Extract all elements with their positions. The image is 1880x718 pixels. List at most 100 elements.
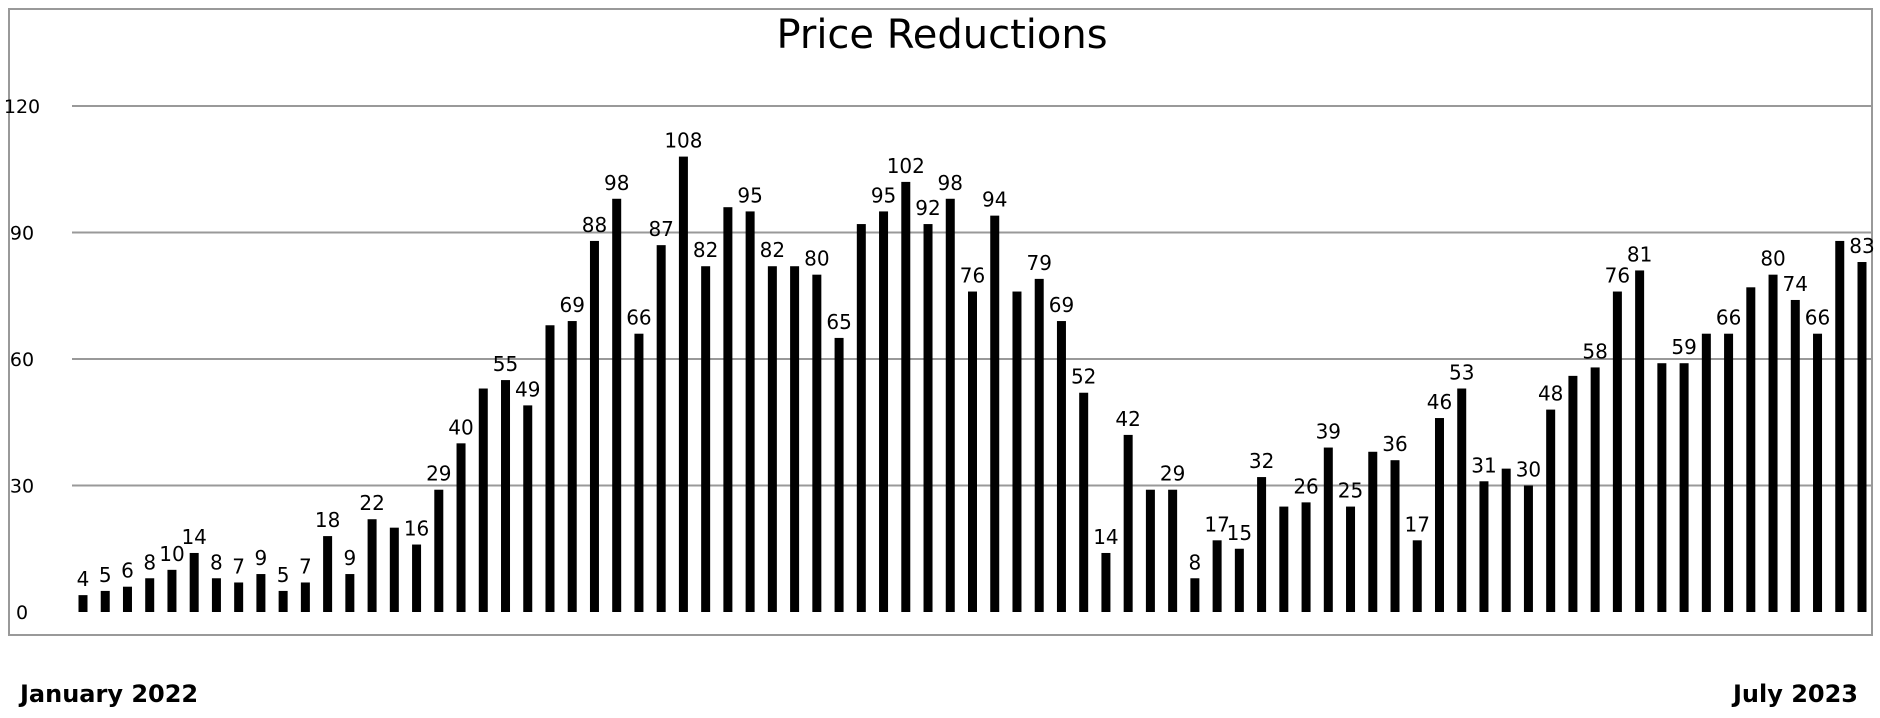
bar (1790, 299, 1800, 612)
data-label: 7 (232, 554, 245, 578)
data-label: 98 (604, 171, 629, 195)
data-label: 80 (804, 247, 829, 271)
bar (456, 443, 466, 612)
bar (189, 552, 199, 612)
bar (723, 207, 733, 612)
data-label: 79 (1026, 251, 1051, 275)
bar (1190, 578, 1200, 612)
bar (1301, 502, 1311, 612)
data-label: 83 (1849, 234, 1874, 258)
bar (167, 569, 177, 612)
bar (234, 582, 244, 612)
data-label: 49 (515, 377, 540, 401)
data-label: 29 (426, 462, 451, 486)
y-tick-label: 0 (16, 602, 28, 624)
data-label: 25 (1338, 479, 1363, 503)
data-label: 76 (960, 264, 985, 288)
bar (1012, 291, 1022, 612)
bar (1034, 278, 1044, 612)
bar (1168, 489, 1178, 612)
data-label: 66 (626, 306, 651, 330)
bar (1635, 270, 1645, 612)
bar (567, 321, 577, 612)
data-label: 48 (1538, 382, 1563, 406)
bar (122, 586, 132, 612)
data-label: 6 (121, 559, 134, 583)
data-label: 16 (404, 517, 429, 541)
bar (945, 198, 955, 612)
data-label: 69 (1049, 293, 1074, 317)
bar (256, 574, 266, 612)
bar (300, 582, 310, 612)
bar (701, 266, 711, 612)
data-label: 95 (871, 183, 896, 207)
data-label: 39 (1316, 420, 1341, 444)
data-label: 82 (693, 238, 718, 262)
bar (1857, 262, 1867, 612)
bar (1101, 552, 1111, 612)
bar (1056, 321, 1066, 612)
data-label: 9 (343, 546, 356, 570)
bar (1434, 418, 1444, 612)
bar (1768, 274, 1778, 612)
chart-frame (8, 8, 1873, 636)
data-label: 29 (1160, 462, 1185, 486)
bar (434, 489, 444, 612)
data-label: 59 (1671, 335, 1696, 359)
bar (1746, 287, 1756, 612)
data-label: 102 (887, 154, 925, 178)
bar (923, 224, 933, 613)
bar (523, 405, 533, 612)
bar (1679, 363, 1689, 612)
bar (211, 578, 221, 612)
bar (856, 224, 866, 613)
data-label: 82 (760, 238, 785, 262)
bar (1234, 548, 1244, 612)
bar (1501, 468, 1511, 612)
bar (990, 215, 1000, 612)
bar (1123, 434, 1133, 612)
x-axis-end-label: July 2023 (1732, 680, 1858, 708)
bar (1323, 447, 1333, 612)
y-tick-label: 120 (4, 96, 40, 118)
bar (589, 240, 599, 612)
data-label: 74 (1783, 272, 1808, 296)
bar (1568, 375, 1578, 612)
data-label: 53 (1449, 361, 1474, 385)
bar (1701, 333, 1711, 612)
data-label: 46 (1427, 390, 1452, 414)
y-tick-label: 90 (10, 223, 34, 245)
data-label: 15 (1227, 521, 1252, 545)
bar (1346, 506, 1356, 612)
data-label: 98 (938, 171, 963, 195)
bar (1212, 540, 1222, 612)
bar (323, 536, 333, 612)
data-label: 17 (1405, 512, 1430, 536)
data-label: 5 (277, 563, 290, 587)
data-label: 7 (299, 554, 312, 578)
data-label: 22 (359, 491, 384, 515)
data-label: 66 (1716, 306, 1741, 330)
data-label: 42 (1115, 407, 1140, 431)
bar (790, 266, 800, 612)
bar (834, 337, 844, 612)
data-label: 8 (1189, 550, 1202, 574)
data-label: 32 (1249, 449, 1274, 473)
data-label: 108 (664, 129, 702, 153)
data-label: 8 (143, 550, 156, 574)
bar (968, 291, 977, 612)
bar (412, 544, 422, 612)
bar (545, 325, 555, 612)
data-label: 14 (181, 525, 206, 549)
data-label: 18 (315, 508, 340, 532)
bar (1412, 540, 1422, 612)
bar (879, 211, 889, 612)
bar (812, 274, 822, 612)
bar (145, 578, 155, 612)
data-label: 40 (448, 415, 473, 439)
data-label: 52 (1071, 365, 1096, 389)
data-label: 88 (582, 213, 607, 237)
bar (100, 590, 110, 612)
bar (1079, 392, 1089, 612)
